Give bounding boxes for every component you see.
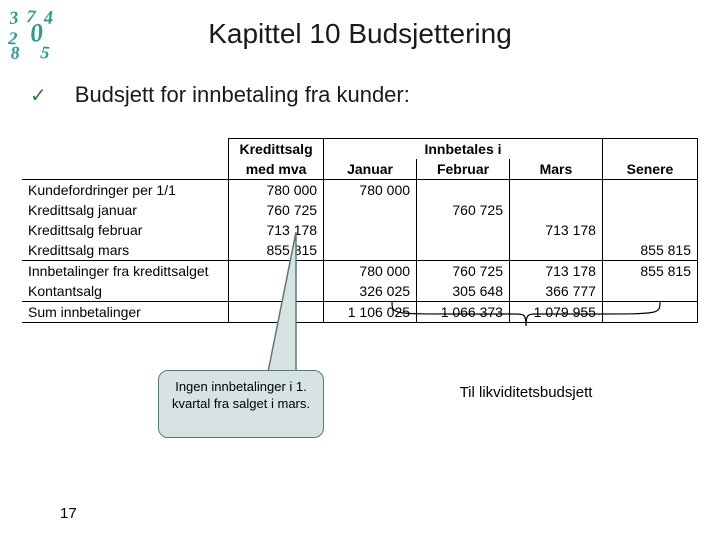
brace-icon xyxy=(390,300,662,330)
hdr-mars: Mars xyxy=(509,159,602,180)
hdr-innbetales: Innbetales i xyxy=(324,139,603,160)
table-row: Kundefordringer per 1/1 780 000 780 000 xyxy=(22,180,698,201)
bullet-row: ✓ Budsjett for innbetaling fra kunder: xyxy=(30,82,410,108)
hdr-februar: Februar xyxy=(417,159,510,180)
table-row: Kredittsalg februar 713 178 713 178 xyxy=(22,220,698,240)
table-row: Kredittsalg januar 760 725 760 725 xyxy=(22,200,698,220)
hdr-senere: Senere xyxy=(602,159,697,180)
callout-pointer xyxy=(260,232,320,372)
budget-table: Kredittsalg Innbetales i med mva Januar … xyxy=(22,138,698,323)
hdr-januar: Januar xyxy=(324,159,417,180)
page-title: Kapittel 10 Budsjettering xyxy=(0,18,720,50)
hdr-medmva: med mva xyxy=(229,159,324,180)
callout-box: Ingen innbetalinger i 1. kvartal fra sal… xyxy=(158,370,324,438)
checkmark-icon: ✓ xyxy=(30,83,47,108)
page-number: 17 xyxy=(60,505,77,522)
table-row: Kontantsalg 326 025 305 648 366 777 xyxy=(22,281,698,302)
hdr-kredittsalg: Kredittsalg xyxy=(229,139,324,160)
brace-label: Til likviditetsbudsjett xyxy=(390,384,662,401)
callout-text: Ingen innbetalinger i 1. kvartal fra sal… xyxy=(172,379,310,411)
table-row: Innbetalinger fra kredittsalget 780 000 … xyxy=(22,261,698,282)
subtitle: Budsjett for innbetaling fra kunder: xyxy=(75,82,410,108)
table-row: Kredittsalg mars 855 815 855 815 xyxy=(22,240,698,261)
